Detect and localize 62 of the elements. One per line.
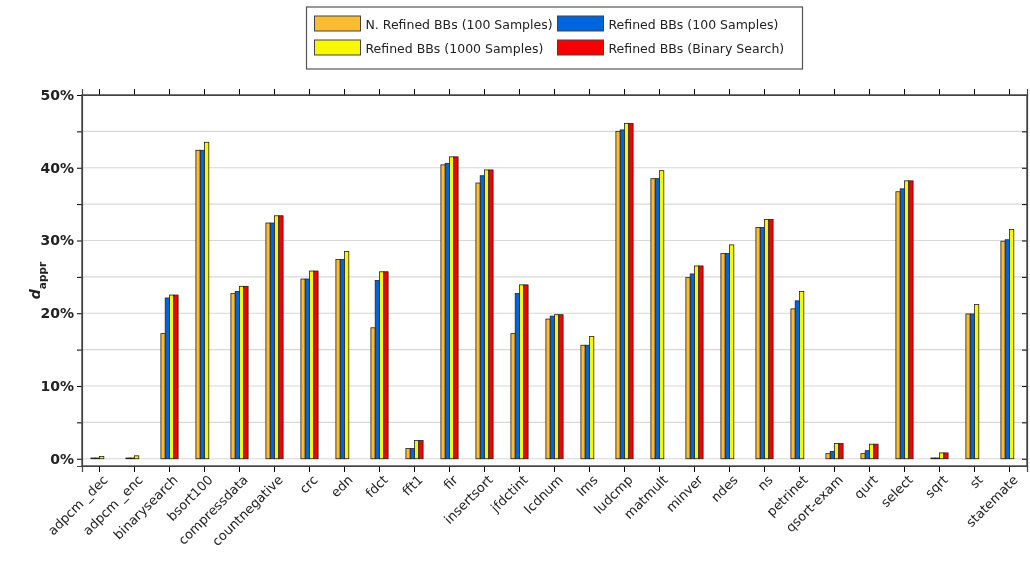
bar (558, 314, 564, 460)
bar (1000, 240, 1006, 460)
bar (580, 344, 586, 460)
bar (195, 149, 201, 460)
y-tick-label: 50% (40, 86, 74, 103)
y-tick-label: 0% (50, 450, 74, 467)
bar (873, 443, 879, 460)
x-tick-label: fft1 (399, 472, 426, 499)
bar (965, 313, 971, 460)
bar (755, 227, 761, 460)
bar (335, 259, 341, 460)
bar (418, 440, 424, 460)
bar (895, 191, 901, 460)
bar (265, 222, 271, 460)
bar (768, 218, 774, 460)
bar (99, 456, 105, 460)
bar (313, 270, 319, 460)
bar (720, 253, 726, 460)
legend-label: N. Refined BBs (100 Samples) (365, 17, 553, 32)
bar (523, 284, 529, 460)
bar (799, 291, 805, 460)
bar (943, 452, 949, 460)
bar (173, 294, 179, 460)
y-tick-label: 30% (40, 232, 74, 249)
bar (685, 277, 691, 460)
y-tick-label: 20% (40, 305, 74, 322)
bar (589, 336, 595, 460)
legend-label: Refined BBs (100 Samples) (608, 17, 779, 32)
legend-label: Refined BBs (Binary Search) (608, 41, 785, 56)
bar (488, 169, 494, 460)
x-tick-label: crc (296, 472, 321, 497)
bar (243, 285, 249, 460)
legend-label: Refined BBs (1000 Samples) (365, 41, 544, 56)
bar (405, 448, 411, 460)
bar (825, 453, 831, 460)
bar (453, 156, 459, 460)
x-tick-label: sqrt (922, 472, 951, 501)
bar (838, 443, 844, 460)
bar (545, 318, 551, 460)
bar (628, 122, 634, 460)
bar (204, 141, 210, 460)
bar (134, 455, 140, 460)
x-tick-label: edn (327, 472, 356, 501)
bar (615, 130, 621, 460)
x-tick-label: qurt (851, 472, 881, 502)
bar (650, 178, 656, 460)
bar (344, 251, 350, 460)
y-tick-label: 10% (40, 377, 74, 394)
bar (974, 304, 980, 460)
bar (698, 265, 704, 460)
bar (908, 180, 914, 460)
bar (278, 215, 284, 460)
bar (230, 293, 236, 460)
bar (1009, 229, 1015, 460)
bar (440, 164, 446, 460)
y-tick-label: 40% (40, 159, 74, 176)
bar (300, 278, 306, 460)
bar (729, 244, 735, 460)
bar (860, 453, 866, 460)
bar (659, 170, 665, 460)
x-tick-label: fdct (362, 472, 391, 501)
bar (383, 271, 389, 460)
